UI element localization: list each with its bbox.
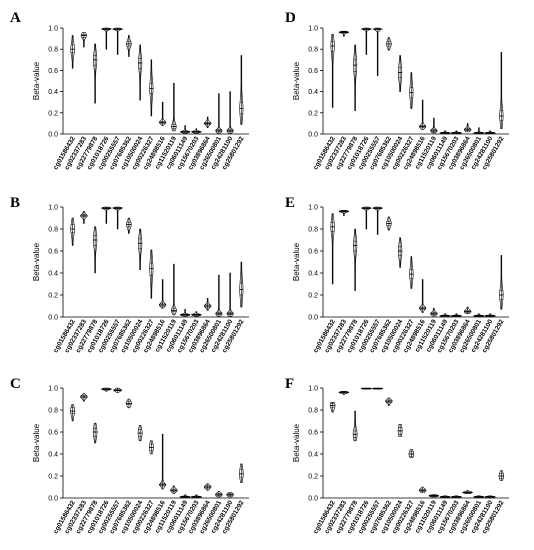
y-tick-label: 0.4 <box>48 271 58 278</box>
y-tick-label: 0.8 <box>48 408 58 415</box>
y-tick-label: 0.0 <box>48 315 58 322</box>
y-tick-label: 1.0 <box>48 205 58 212</box>
y-tick-label: 0.0 <box>48 132 58 139</box>
panel-letter: C <box>10 376 21 392</box>
y-tick-label: 0.8 <box>48 227 58 234</box>
y-tick-label: 0.6 <box>48 249 58 256</box>
y-tick-label: 0.0 <box>308 132 318 139</box>
y-tick-label: 0.4 <box>308 89 318 96</box>
y-axis-label: Beta-value <box>292 242 301 281</box>
y-tick-label: 0.2 <box>48 474 58 481</box>
panel-letter: E <box>285 195 295 211</box>
y-tick-label: 0.0 <box>308 496 318 503</box>
y-tick-label: 1.0 <box>48 26 58 33</box>
y-tick-label: 0.6 <box>48 430 58 437</box>
y-axis-label: Beta-value <box>32 61 41 100</box>
y-tick-label: 0.2 <box>308 293 318 300</box>
panel-F: F0.00.20.40.60.81.0Beta-valuecg01586432c… <box>285 376 509 535</box>
y-tick-label: 1.0 <box>308 205 318 212</box>
y-tick-label: 0.4 <box>48 89 58 96</box>
y-tick-label: 0.8 <box>308 227 318 234</box>
y-tick-label: 0.4 <box>308 452 318 459</box>
y-tick-label: 0.2 <box>308 110 318 117</box>
panel-C: C0.00.20.40.60.81.0Beta-valuecg01586432c… <box>10 376 249 535</box>
panel-letter: B <box>10 195 20 211</box>
panel-letter: A <box>10 10 21 26</box>
y-axis-label: Beta-value <box>32 242 41 281</box>
y-tick-label: 0.2 <box>48 110 58 117</box>
y-tick-label: 0.8 <box>308 47 318 54</box>
panel-D: D0.00.20.40.60.81.0Beta-valuecg01586432c… <box>285 10 509 171</box>
y-tick-label: 1.0 <box>308 26 318 33</box>
y-axis-label: Beta-value <box>32 423 41 462</box>
y-tick-label: 0.4 <box>308 271 318 278</box>
y-tick-label: 0.6 <box>308 430 318 437</box>
y-tick-label: 0.0 <box>48 496 58 503</box>
y-tick-label: 1.0 <box>308 386 318 393</box>
y-tick-label: 0.6 <box>48 68 58 75</box>
y-tick-label: 0.8 <box>48 47 58 54</box>
panel-A: A0.00.20.40.60.81.0Beta-valuecg01586432c… <box>10 10 249 171</box>
y-tick-label: 1.0 <box>48 386 58 393</box>
panel-B: B0.00.20.40.60.81.0Beta-valuecg01586432c… <box>10 195 249 354</box>
panel-letter: F <box>285 376 294 392</box>
panel-E: E0.00.20.40.60.81.0Beta-valuecg01586432c… <box>285 195 509 354</box>
y-tick-label: 0.4 <box>48 452 58 459</box>
y-tick-label: 0.6 <box>308 68 318 75</box>
y-tick-label: 0.0 <box>308 315 318 322</box>
panel-letter: D <box>285 10 296 26</box>
y-axis-label: Beta-value <box>292 61 301 100</box>
y-tick-label: 0.6 <box>308 249 318 256</box>
y-tick-label: 0.2 <box>308 474 318 481</box>
y-tick-label: 0.8 <box>308 408 318 415</box>
y-axis-label: Beta-value <box>292 423 301 462</box>
y-tick-label: 0.2 <box>48 293 58 300</box>
